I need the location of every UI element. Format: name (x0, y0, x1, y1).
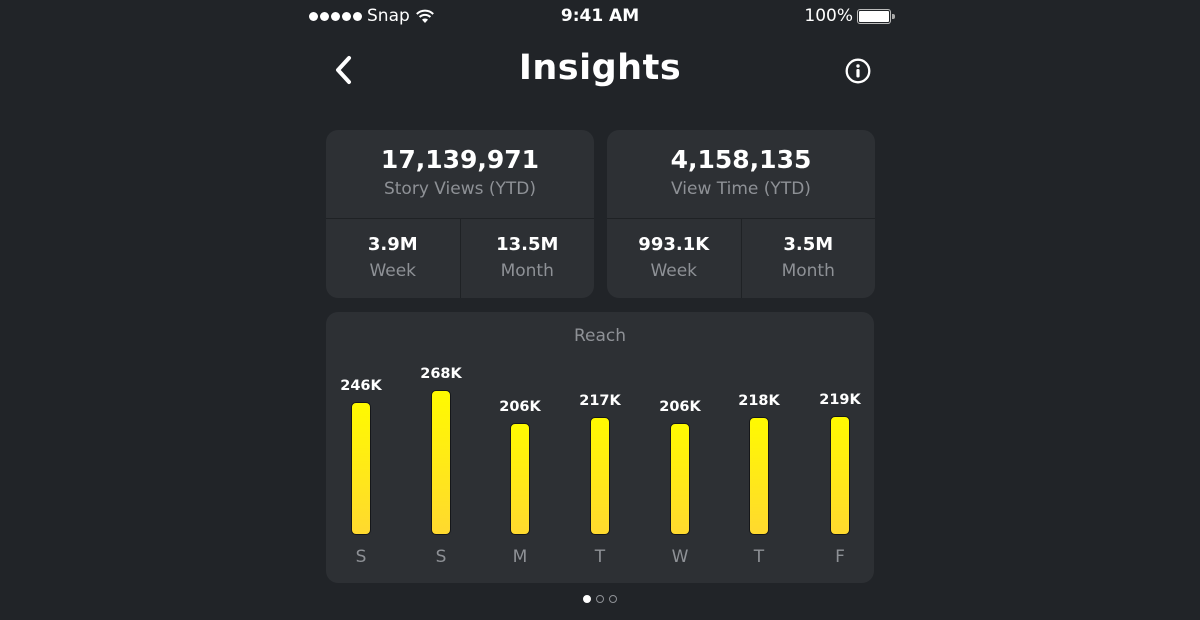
page-indicator[interactable] (0, 595, 1200, 603)
reach-bar-column[interactable]: 268K S (411, 312, 471, 583)
view-time-week-value: 993.1K (638, 234, 710, 255)
day-label: T (594, 547, 606, 567)
reach-bar-column[interactable]: 206K M (490, 312, 550, 583)
reach-chart-card: Reach 246K S 268K S 206K M 217K T 206K W 218K T 219K… (326, 312, 874, 583)
clock: 9:41 AM (560, 6, 640, 26)
view-time-week-label: Week (650, 261, 698, 281)
page-dot-1[interactable] (583, 595, 591, 603)
carrier-name: Snap (367, 6, 410, 26)
bar-value-label: 206K (659, 399, 701, 415)
battery-percent: 100% (804, 6, 853, 26)
reach-bar[interactable] (749, 417, 769, 535)
story-views-week: 3.9M Week (326, 219, 461, 298)
reach-bar[interactable] (830, 416, 850, 535)
reach-bar-column[interactable]: 219K F (810, 312, 870, 583)
story-views-week-value: 3.9M (367, 234, 418, 255)
view-time-month: 3.5M Month (742, 219, 876, 298)
story-views-month: 13.5M Month (461, 219, 595, 298)
reach-bar[interactable] (351, 402, 371, 535)
wifi-icon (415, 9, 434, 23)
bar-value-label: 268K (420, 366, 462, 382)
bar-value-label: 217K (579, 393, 621, 409)
story-views-month-label: Month (500, 261, 554, 281)
story-views-label: Story Views (YTD) (383, 179, 537, 199)
page-dot-2[interactable] (596, 595, 604, 603)
signal-strength-icon (309, 11, 362, 21)
reach-bar-column[interactable]: 246K S (331, 312, 391, 583)
battery-icon (857, 8, 895, 24)
carrier-signal: Snap (309, 6, 435, 26)
day-label: T (753, 547, 765, 567)
page-dot-3[interactable] (609, 595, 617, 603)
bar-value-label: 246K (340, 378, 382, 394)
day-label: M (512, 547, 528, 567)
view-time-month-value: 3.5M (783, 234, 834, 255)
page-title: Insights (518, 48, 682, 88)
story-views-total: 17,139,971 (380, 145, 540, 174)
day-label: S (435, 547, 447, 567)
status-bar: Snap 9:41 AM 100% (309, 0, 895, 34)
reach-bar[interactable] (670, 423, 690, 535)
view-time-month-label: Month (781, 261, 835, 281)
reach-bar[interactable] (590, 417, 610, 535)
reach-bar-column[interactable]: 217K T (570, 312, 630, 583)
day-label: W (671, 547, 689, 567)
day-label: F (835, 547, 845, 567)
reach-bar[interactable] (510, 423, 530, 535)
story-views-card: 17,139,971 Story Views (YTD) 3.9M Week 1… (326, 130, 594, 298)
story-views-month-value: 13.5M (496, 234, 559, 255)
info-circle-icon (845, 58, 871, 84)
day-label: S (355, 547, 367, 567)
view-time-total: 4,158,135 (670, 145, 812, 174)
bar-value-label: 218K (738, 393, 780, 409)
reach-chart-title: Reach (573, 326, 627, 346)
reach-bar-column[interactable]: 206K W (650, 312, 710, 583)
bar-value-label: 219K (819, 392, 861, 408)
back-button[interactable] (329, 54, 359, 86)
view-time-label: View Time (YTD) (671, 179, 811, 199)
reach-bar[interactable] (431, 390, 451, 535)
view-time-week: 993.1K Week (607, 219, 742, 298)
reach-bar-column[interactable]: 218K T (729, 312, 789, 583)
battery-status: 100% (804, 6, 895, 26)
chevron-left-icon (336, 56, 351, 84)
info-button[interactable] (845, 58, 871, 84)
nav-bar: Insights (325, 44, 875, 96)
bar-value-label: 206K (499, 399, 541, 415)
story-views-week-label: Week (369, 261, 417, 281)
view-time-card: 4,158,135 View Time (YTD) 993.1K Week 3.… (607, 130, 875, 298)
